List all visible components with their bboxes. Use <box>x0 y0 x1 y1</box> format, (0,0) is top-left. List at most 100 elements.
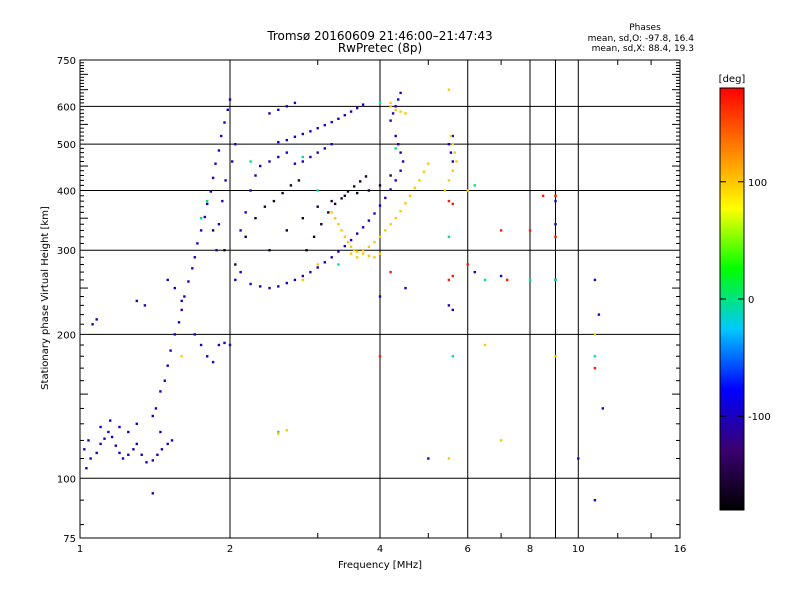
data-point <box>154 407 158 410</box>
data-point <box>353 249 356 252</box>
data-point <box>401 160 405 163</box>
data-point <box>127 453 130 456</box>
data-point <box>373 240 376 244</box>
data-point <box>249 282 252 286</box>
data-point <box>166 278 169 282</box>
data-point <box>83 448 86 451</box>
data-point <box>483 278 487 282</box>
colorbar-ticks: 100 0 -100 <box>720 178 771 423</box>
data-point <box>203 215 206 219</box>
data-point <box>272 199 276 203</box>
data-point <box>337 223 340 226</box>
data-point <box>343 244 346 248</box>
data-point <box>343 194 346 197</box>
data-point <box>234 143 237 146</box>
data-point <box>166 442 169 446</box>
data-point <box>506 278 509 282</box>
colorbar-tick-label: -100 <box>748 412 771 423</box>
data-point <box>132 448 135 451</box>
data-point <box>285 151 288 154</box>
data-point <box>356 250 359 253</box>
data-point <box>220 134 223 138</box>
data-point <box>359 180 362 183</box>
x-axis-label: Frequency [MHz] <box>338 560 422 571</box>
data-point <box>333 202 337 206</box>
data-point <box>103 437 106 440</box>
data-point <box>327 211 330 214</box>
data-point <box>597 313 601 316</box>
data-point <box>378 101 382 105</box>
data-point <box>413 186 417 190</box>
data-point <box>378 252 382 255</box>
data-point <box>224 179 227 182</box>
data-point <box>349 238 353 242</box>
data-point <box>234 278 237 282</box>
data-point <box>110 435 114 439</box>
data-point <box>268 112 271 115</box>
data-point <box>451 143 454 146</box>
data-point <box>323 123 326 127</box>
data-point <box>384 229 387 232</box>
data-point <box>244 211 247 214</box>
data-point <box>356 256 359 259</box>
y-tick-label: 300 <box>57 246 76 257</box>
data-point <box>268 160 271 163</box>
colorbar-label: [deg] <box>719 74 746 85</box>
data-point <box>323 261 326 264</box>
data-point <box>554 278 557 282</box>
data-point <box>268 286 271 290</box>
data-point <box>397 143 400 146</box>
data-point <box>180 355 183 358</box>
data-point <box>293 278 297 282</box>
y-axis-ticks: 75 100 200 300 400 500 600 750 <box>57 56 680 545</box>
data-point <box>367 189 371 192</box>
data-point <box>193 333 196 336</box>
stats-o-mode: mean, sd,O: -97.8, 16.4 <box>588 34 695 44</box>
data-point <box>316 127 319 130</box>
data-point <box>499 229 503 232</box>
data-point <box>285 138 288 142</box>
data-point <box>389 270 392 274</box>
data-point <box>99 442 102 446</box>
data-point <box>231 160 234 163</box>
data-point <box>223 121 226 124</box>
colorbar: [deg] 100 0 -100 <box>719 74 771 511</box>
data-point <box>361 249 365 252</box>
data-point <box>499 274 503 278</box>
data-point <box>361 252 365 255</box>
data-point <box>226 108 229 111</box>
data-point <box>301 217 304 220</box>
data-point <box>427 162 430 165</box>
x-tick-label: 2 <box>227 544 233 555</box>
data-point <box>277 108 280 111</box>
data-point <box>593 366 597 370</box>
data-point <box>127 430 130 434</box>
plot-area: 1 2 4 6 8 10 16 75 100 200 300 400 500 600 750 <box>57 56 686 555</box>
data-point <box>499 439 503 442</box>
data-point <box>330 199 333 203</box>
data-point <box>447 304 451 307</box>
data-point <box>277 155 280 159</box>
data-point <box>293 101 297 105</box>
data-point <box>389 101 392 105</box>
data-point <box>356 232 359 235</box>
data-point <box>107 430 110 434</box>
data-point <box>447 278 451 282</box>
data-point <box>135 442 138 446</box>
x-tick-label: 6 <box>465 544 471 555</box>
data-point <box>301 160 304 163</box>
data-point <box>451 355 454 358</box>
data-point <box>160 448 164 451</box>
data-point <box>593 278 597 282</box>
data-point <box>337 250 340 253</box>
data-point <box>180 299 183 303</box>
data-point <box>346 190 350 193</box>
colorbar-tick-label: 0 <box>748 295 754 306</box>
data-point <box>99 425 102 429</box>
data-point <box>343 235 346 238</box>
data-point <box>356 106 359 110</box>
data-point <box>364 175 368 178</box>
data-point <box>254 174 257 177</box>
data-point <box>199 217 203 220</box>
data-point <box>309 270 312 274</box>
